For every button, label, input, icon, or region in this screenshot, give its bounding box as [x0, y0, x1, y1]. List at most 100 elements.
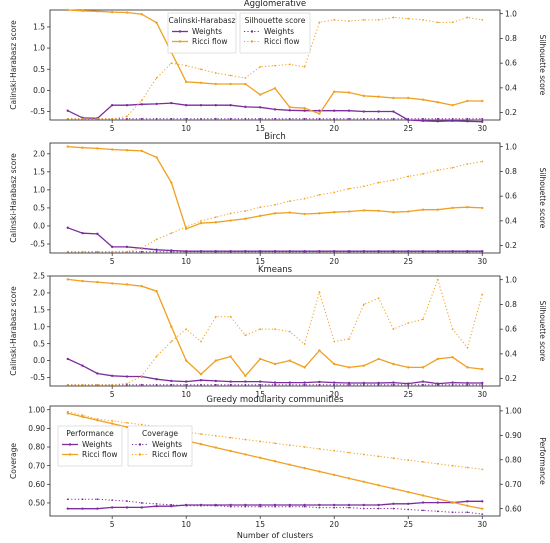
- data-point: [436, 169, 439, 172]
- data-point: [125, 245, 129, 249]
- data-point: [274, 250, 276, 253]
- data-point: [200, 340, 202, 343]
- data-point: [303, 109, 306, 112]
- data-point: [110, 422, 114, 425]
- data-point: [214, 379, 217, 383]
- data-point: [140, 375, 143, 378]
- data-point: [481, 117, 484, 120]
- y-tick-label-left: 1.00: [28, 405, 45, 414]
- data-point: [333, 362, 336, 366]
- data-point: [303, 117, 306, 120]
- data-point: [362, 381, 366, 385]
- data-point: [170, 232, 173, 235]
- x-tick-label: 5: [110, 520, 115, 529]
- data-point: [407, 210, 410, 213]
- data-point: [66, 278, 69, 281]
- data-point: [407, 117, 410, 120]
- data-point: [451, 250, 454, 253]
- y-tick-label-right: 0.60: [505, 504, 522, 513]
- data-point: [184, 80, 188, 84]
- data-point: [348, 383, 350, 386]
- data-point: [303, 106, 306, 110]
- data-point: [392, 110, 395, 113]
- data-point: [377, 455, 380, 458]
- x-tick-label: 15: [255, 520, 265, 529]
- x-tick-label: 5: [110, 124, 115, 133]
- data-point: [155, 21, 158, 24]
- data-point: [377, 250, 380, 253]
- x-tick-label: 25: [403, 390, 413, 399]
- data-point: [140, 117, 143, 120]
- data-point: [318, 447, 321, 450]
- legend-marker: [178, 30, 182, 33]
- y-tick-label-left: -0.5: [30, 240, 45, 249]
- data-point: [170, 250, 173, 253]
- data-point: [348, 451, 350, 454]
- data-point: [377, 18, 380, 21]
- data-point: [170, 101, 173, 105]
- data-point: [481, 120, 484, 123]
- data-point: [481, 206, 484, 210]
- data-point: [318, 470, 321, 473]
- data-point: [407, 383, 410, 386]
- data-point: [451, 501, 454, 504]
- data-point: [66, 226, 69, 229]
- data-point: [81, 250, 84, 253]
- data-point: [318, 383, 321, 386]
- y-tick-label-left: 1.5: [33, 305, 45, 314]
- data-point: [229, 250, 232, 253]
- data-point: [303, 212, 306, 216]
- data-point: [347, 91, 351, 94]
- data-point: [436, 101, 440, 104]
- y-tick-label-left: 1.5: [33, 167, 45, 176]
- data-point: [140, 383, 143, 386]
- data-point: [421, 380, 425, 383]
- data-point: [200, 250, 202, 253]
- data-point: [185, 117, 188, 120]
- x-tick-label: 30: [477, 257, 487, 266]
- data-point: [140, 284, 143, 288]
- data-point: [421, 494, 425, 497]
- data-point: [333, 449, 336, 452]
- data-point: [273, 460, 277, 463]
- data-point: [436, 462, 439, 465]
- data-point: [229, 383, 232, 386]
- data-point: [451, 381, 454, 384]
- y-tick-label-left: 2.0: [33, 149, 45, 158]
- data-point: [392, 487, 395, 490]
- data-point: [214, 103, 217, 107]
- y-tick-label-right: 0.6: [505, 325, 517, 334]
- data-point: [377, 383, 380, 386]
- data-point: [199, 103, 203, 107]
- data-point: [466, 205, 469, 209]
- data-point: [288, 330, 291, 333]
- y-tick-label-left: 0.5: [33, 204, 45, 213]
- x-tick-label: 15: [255, 124, 265, 133]
- data-point: [258, 357, 262, 361]
- data-point: [288, 381, 292, 384]
- x-tick-label: 25: [403, 520, 413, 529]
- data-point: [111, 420, 114, 422]
- data-point: [214, 504, 217, 507]
- data-point: [392, 250, 395, 253]
- x-tick-label: 20: [329, 390, 339, 399]
- data-point: [288, 359, 292, 362]
- data-point: [422, 461, 424, 463]
- data-point: [422, 509, 424, 512]
- data-point: [422, 18, 424, 21]
- data-point: [362, 18, 365, 21]
- data-point: [184, 359, 188, 362]
- data-point: [274, 64, 276, 67]
- plot-frame: [49, 142, 501, 254]
- series-line: [67, 278, 483, 386]
- data-point: [244, 77, 247, 79]
- data-point: [258, 93, 262, 96]
- data-point: [348, 338, 350, 340]
- data-point: [170, 340, 173, 343]
- data-point: [348, 20, 350, 23]
- data-point: [170, 117, 173, 120]
- data-point: [392, 16, 395, 19]
- data-point: [155, 505, 158, 508]
- data-point: [259, 328, 262, 331]
- data-point: [392, 179, 395, 181]
